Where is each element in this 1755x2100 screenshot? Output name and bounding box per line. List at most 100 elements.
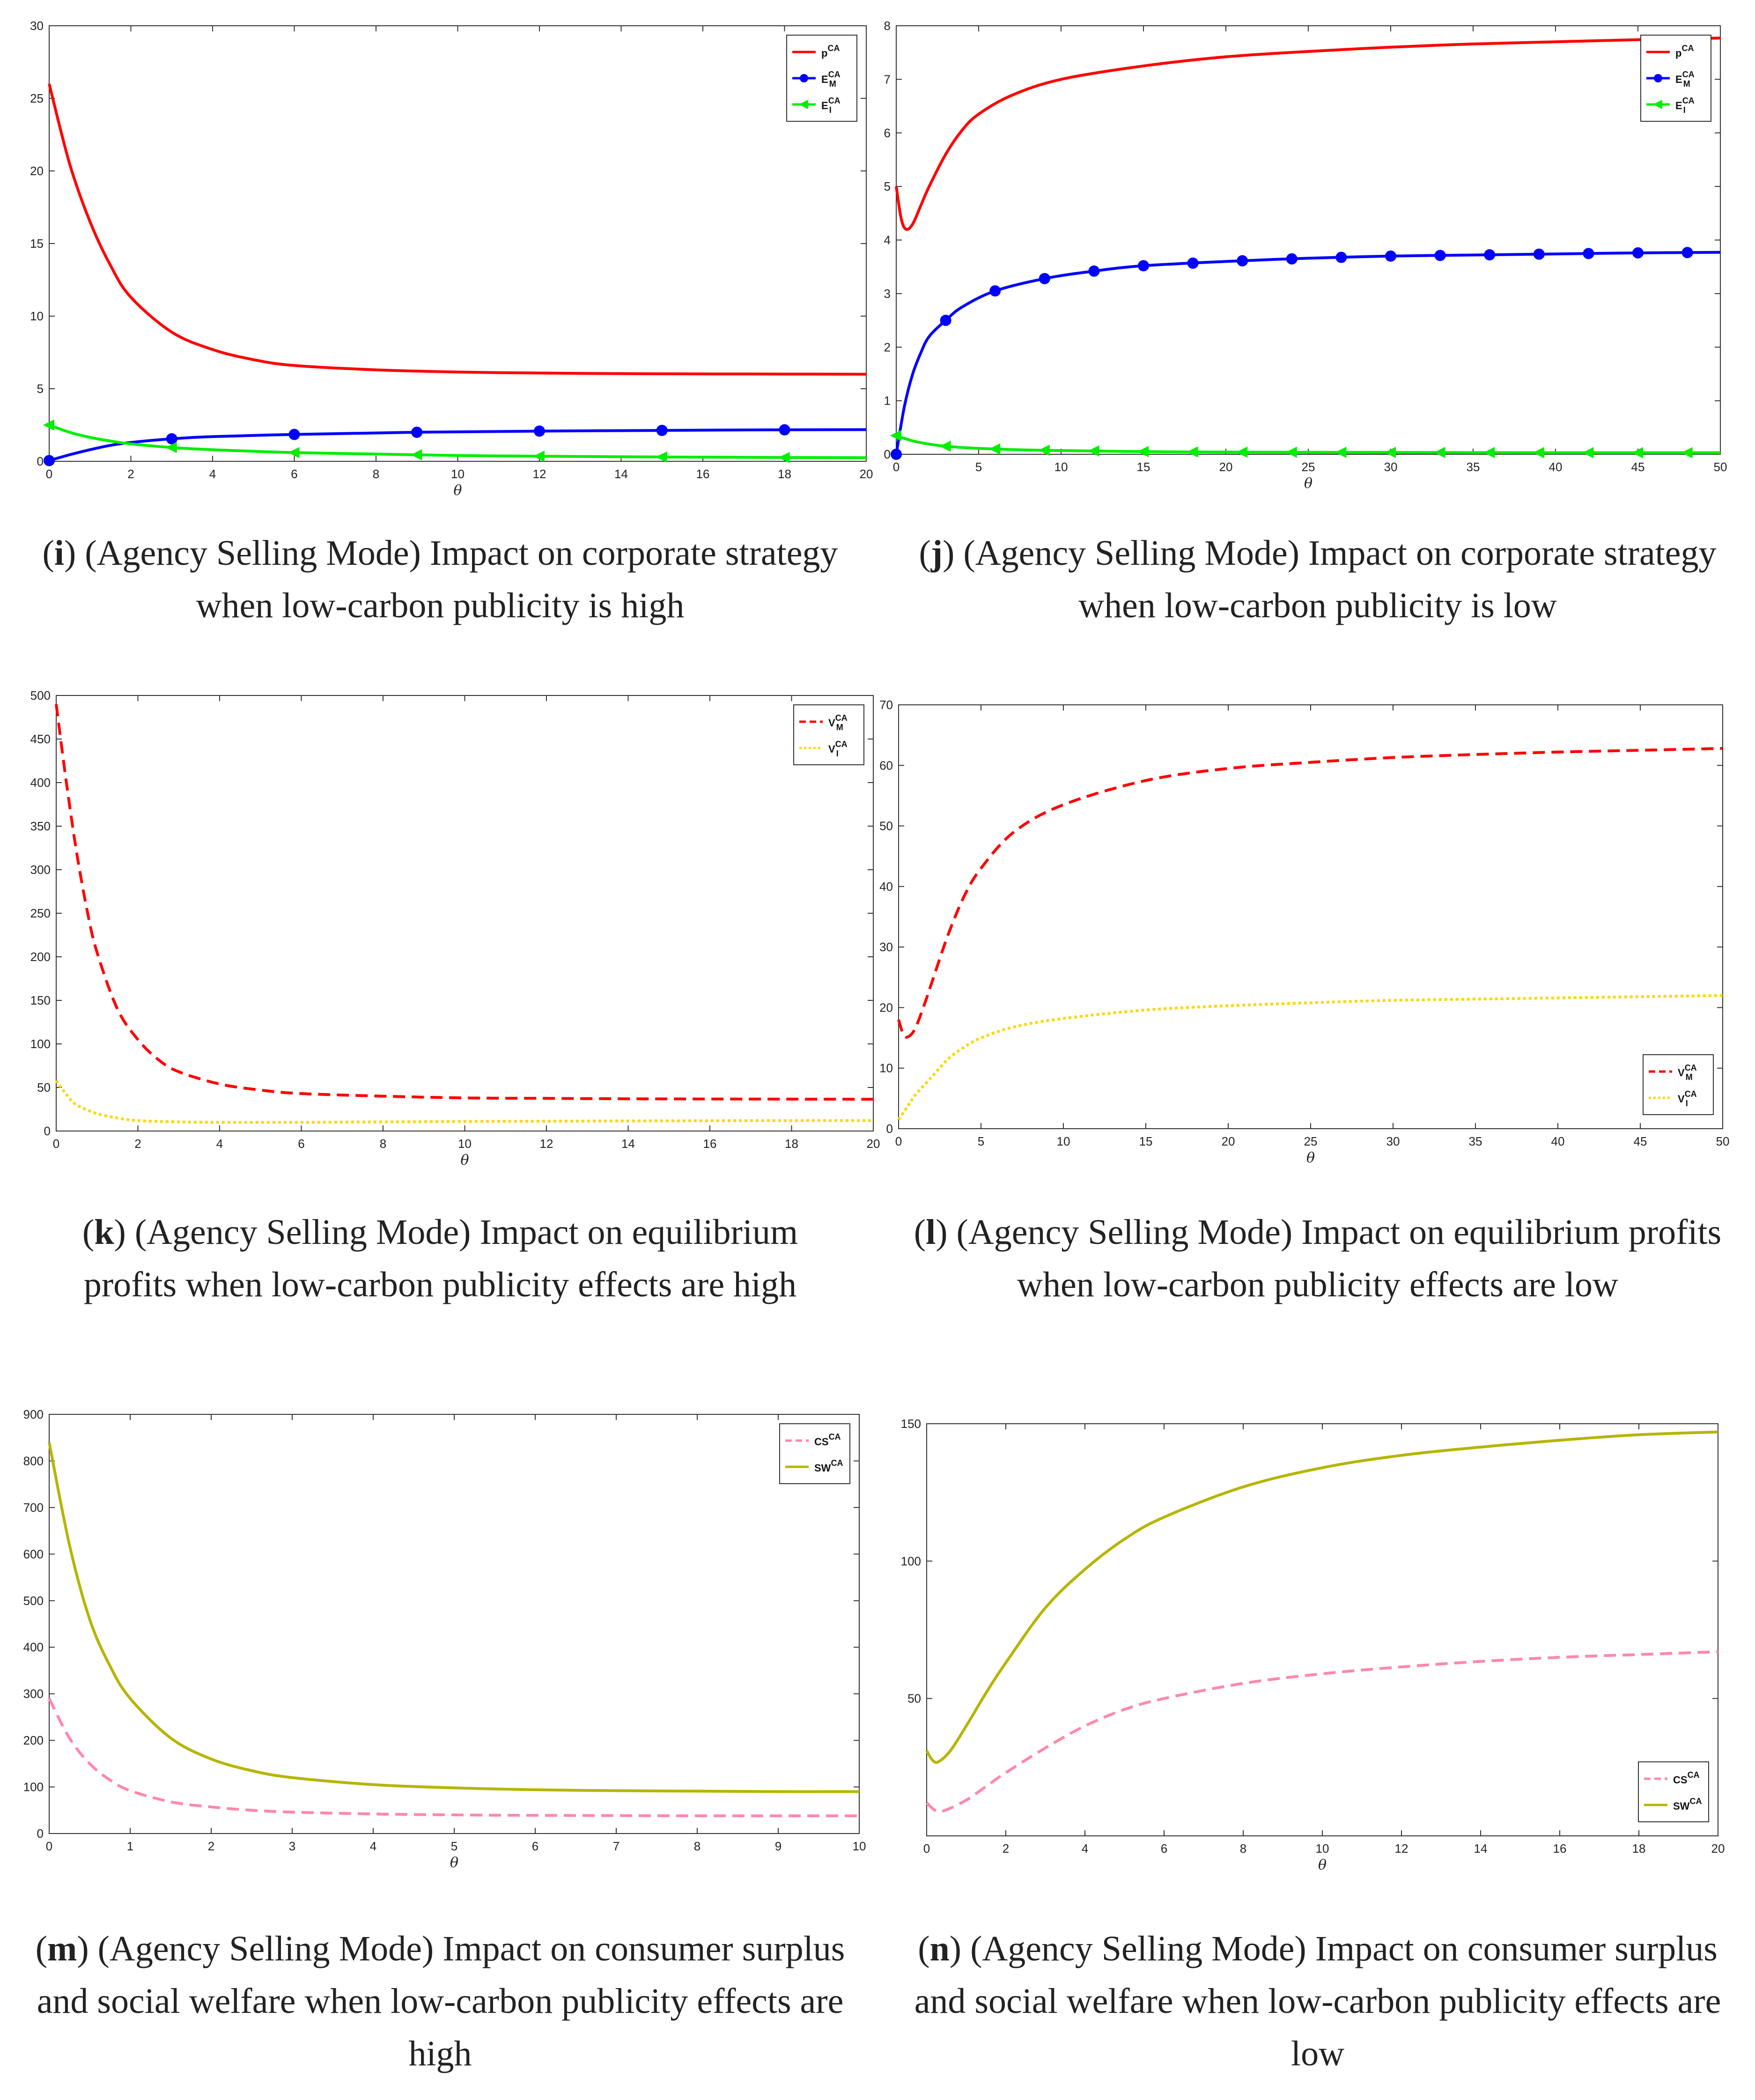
x-axis-label: θ: [453, 482, 462, 499]
data-point-marker: [890, 429, 901, 441]
legend-label: VCA I: [828, 739, 848, 758]
x-tick-label: 0: [893, 460, 900, 474]
caption-k: (k) (Agency Selling Mode) Impact on equi…: [82, 1213, 798, 1304]
x-tick-label: 8: [380, 1137, 386, 1151]
y-tick-label: 200: [23, 1733, 44, 1747]
y-tick-label: 0: [37, 1826, 44, 1841]
y-tick-label: 250: [30, 906, 51, 920]
series-line-e-i: [48, 423, 867, 459]
x-axis-label: θ: [450, 1855, 458, 1871]
y-tick-label: 70: [879, 698, 893, 712]
series-line-cs: [48, 1698, 859, 1818]
x-tick-label: 5: [975, 460, 982, 474]
data-point-marker: [1285, 446, 1297, 458]
caption-n: (n) (Agency Selling Mode) Impact on cons…: [914, 1929, 1721, 2073]
y-tick-label: 20: [30, 164, 44, 178]
legend-label: ECA M: [1675, 70, 1695, 89]
x-tick-label: 18: [778, 467, 791, 481]
x-tick-label: 14: [614, 467, 628, 481]
chart-panel-i: 0 2 4 6 8 10 12 14 16 18 20 0 5 10 15 20 25 30 θ pCA ECA M ECA…: [0, 0, 878, 651]
y-tick-label: 30: [879, 940, 893, 954]
data-point-marker: [411, 427, 423, 438]
legend-marker: [1654, 74, 1662, 82]
x-tick-label: 20: [1219, 460, 1233, 474]
chart-panel-m: 0 1 2 3 4 5 6 7 8 9 10 0 100 200 300 400 500 600 700 800 900…: [0, 1391, 878, 2093]
x-tick-label: 10: [1316, 1841, 1329, 1856]
x-tick-label: 20: [1711, 1841, 1725, 1856]
y-tick-label: 350: [30, 819, 51, 833]
y-tick-label: 5: [37, 382, 44, 396]
series-line-sw: [48, 1442, 860, 1793]
legend: CSCA SWCA: [1638, 1761, 1709, 1822]
data-point-marker: [44, 455, 55, 466]
y-tick-label: 60: [879, 758, 893, 772]
y-tick-label: 500: [23, 1594, 44, 1608]
y-tick-label: 700: [23, 1501, 44, 1515]
data-point-marker: [989, 443, 1001, 455]
plot-area: [926, 1423, 1718, 1836]
x-tick-label: 4: [1082, 1841, 1088, 1856]
x-tick-label: 50: [1714, 460, 1727, 474]
plot-area: [56, 695, 874, 1131]
x-tick-label: 4: [370, 1839, 376, 1853]
legend-box: [1643, 1054, 1714, 1115]
y-tick-label: 6: [884, 126, 891, 140]
data-point-marker: [656, 451, 667, 463]
data-point-marker: [1286, 253, 1298, 265]
legend: VCA M VCA I: [793, 704, 864, 765]
y-tick-label: 8: [884, 19, 891, 33]
y-tick-label: 4: [884, 233, 891, 247]
legend: pCA ECA M ECA I: [786, 35, 857, 122]
y-tick-label: 50: [907, 1692, 921, 1706]
data-point-marker: [1434, 250, 1446, 261]
data-point-marker: [1138, 260, 1149, 272]
series-line-v-i: [55, 1080, 874, 1124]
x-tick-label: 5: [451, 1839, 457, 1853]
y-tick-label: 800: [23, 1454, 44, 1468]
x-tick-label: 14: [621, 1137, 635, 1151]
legend-label: ECA M: [821, 70, 841, 89]
x-tick-label: 45: [1634, 1134, 1647, 1148]
x-tick-label: 3: [289, 1839, 295, 1853]
data-point-marker: [43, 419, 54, 431]
x-tick-label: 14: [1474, 1841, 1488, 1856]
x-tick-label: 10: [451, 467, 465, 481]
chart-panel-j: 0 5 10 15 20 25 30 35 40 45 50 0 1 2 3 4 5 6 7 8 θ pCA ECA M ECA…: [878, 0, 1755, 651]
series-line-p: [895, 37, 1721, 231]
y-tick-label: 0: [886, 1122, 893, 1136]
x-tick-label: 50: [1716, 1134, 1730, 1148]
x-tick-label: 8: [373, 467, 379, 481]
x-tick-label: 35: [1469, 1134, 1482, 1148]
data-point-marker: [1039, 273, 1050, 284]
legend-box: [779, 1423, 850, 1484]
legend-marker: [1653, 100, 1662, 109]
series-line-cs: [925, 1650, 1718, 1813]
legend-box: [1638, 1761, 1709, 1822]
data-point-marker: [989, 285, 1001, 297]
x-tick-label: 25: [1302, 460, 1315, 474]
series-line-v-m: [55, 704, 874, 1101]
data-point-marker: [1088, 445, 1099, 457]
x-tick-label: 9: [775, 1839, 782, 1853]
legend-label: ECA I: [1675, 96, 1695, 115]
y-tick-label: 2: [884, 340, 891, 354]
y-tick-label: 150: [30, 993, 51, 1007]
x-tick-label: 0: [46, 1839, 52, 1853]
y-tick-label: 50: [37, 1080, 51, 1094]
y-tick-label: 100: [23, 1780, 44, 1794]
data-point-marker: [1335, 446, 1347, 458]
legend-label: VCA M: [828, 713, 848, 732]
data-point-marker: [534, 425, 545, 437]
chart-panel-l: 0 5 10 15 20 25 30 35 40 45 50 0 10 20 30 40 50 60 70 θ VCA M…: [878, 674, 1755, 1377]
data-point-marker: [533, 451, 545, 462]
x-tick-label: 10: [458, 1137, 472, 1151]
data-point-marker: [166, 433, 177, 444]
y-tick-label: 150: [901, 1417, 921, 1431]
x-tick-label: 2: [127, 467, 134, 481]
chart-panel-k: 0 2 4 6 8 10 12 14 16 18 20 0 50 100 150 200 250 300 350 40…: [0, 674, 880, 1377]
legend-label: pCA: [1675, 44, 1694, 59]
data-point-marker: [940, 315, 951, 326]
data-point-marker: [1236, 446, 1248, 458]
series-line-v-m: [897, 747, 1723, 1039]
data-point-marker: [1137, 446, 1149, 458]
